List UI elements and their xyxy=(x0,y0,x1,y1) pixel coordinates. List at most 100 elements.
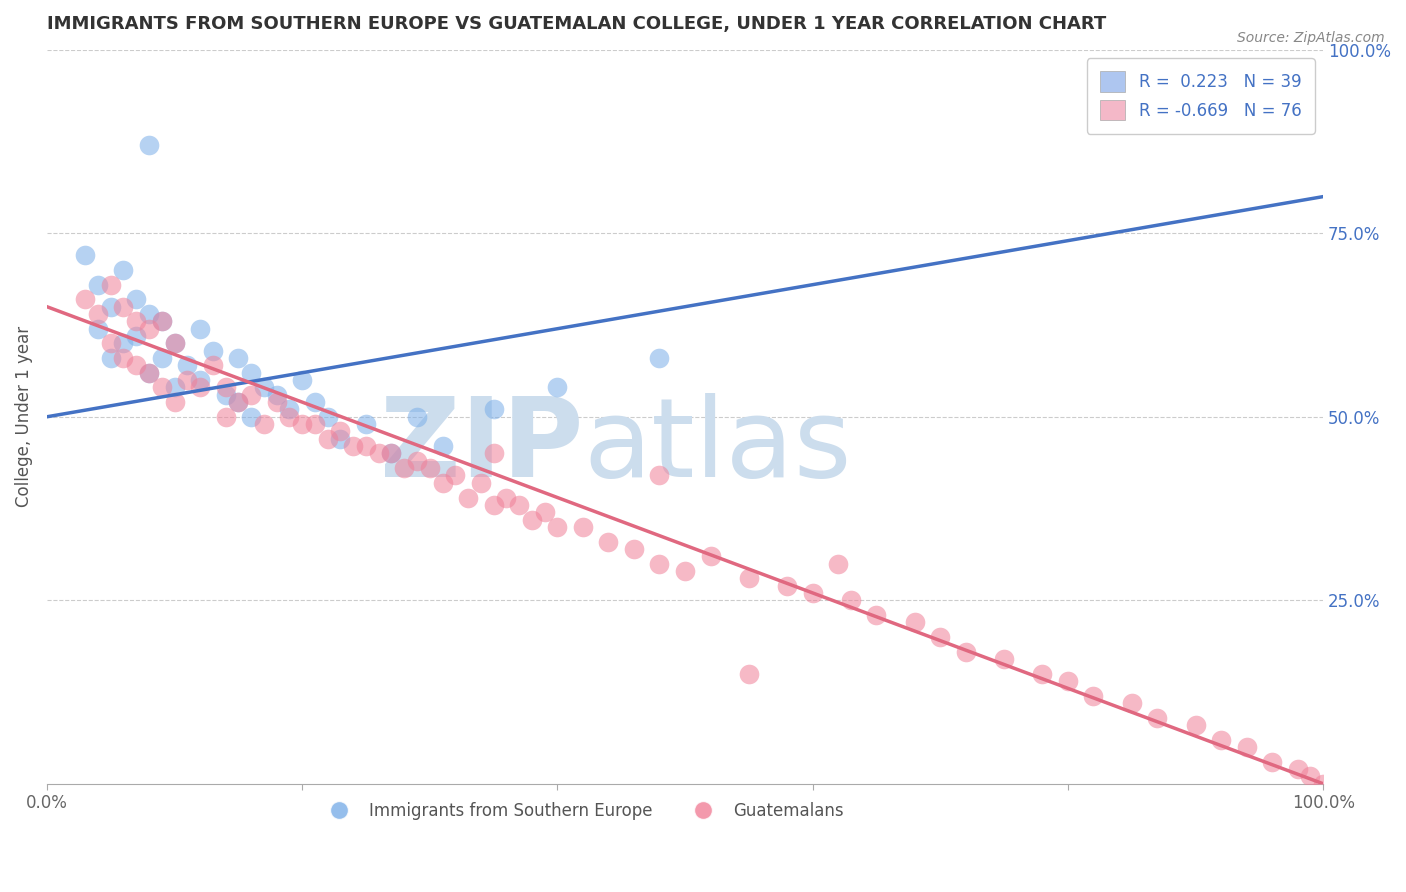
Point xyxy=(214,380,236,394)
Point xyxy=(125,329,148,343)
Point xyxy=(1286,762,1309,776)
Point xyxy=(228,395,250,409)
Point xyxy=(1261,755,1284,769)
Point xyxy=(955,645,977,659)
Point xyxy=(444,468,467,483)
Point xyxy=(342,439,364,453)
Point xyxy=(470,475,492,490)
Point xyxy=(278,409,301,424)
Text: Source: ZipAtlas.com: Source: ZipAtlas.com xyxy=(1237,31,1385,45)
Point xyxy=(112,263,135,277)
Point xyxy=(1083,689,1105,703)
Point xyxy=(228,351,250,365)
Point xyxy=(432,475,454,490)
Point xyxy=(75,248,97,262)
Point xyxy=(138,307,160,321)
Point xyxy=(648,468,671,483)
Point xyxy=(253,380,276,394)
Point xyxy=(150,351,173,365)
Point xyxy=(648,351,671,365)
Point xyxy=(406,409,429,424)
Point xyxy=(100,277,122,292)
Point xyxy=(419,461,441,475)
Point xyxy=(163,395,186,409)
Point xyxy=(214,409,236,424)
Point xyxy=(87,307,110,321)
Point xyxy=(228,395,250,409)
Text: IMMIGRANTS FROM SOUTHERN EUROPE VS GUATEMALAN COLLEGE, UNDER 1 YEAR CORRELATION : IMMIGRANTS FROM SOUTHERN EUROPE VS GUATE… xyxy=(46,15,1107,33)
Point xyxy=(304,417,326,431)
Point xyxy=(572,520,595,534)
Point xyxy=(482,498,505,512)
Point xyxy=(380,446,402,460)
Point xyxy=(240,409,263,424)
Point xyxy=(673,564,696,578)
Point xyxy=(546,520,568,534)
Point xyxy=(623,541,645,556)
Point xyxy=(993,652,1015,666)
Point xyxy=(266,388,288,402)
Point xyxy=(201,359,224,373)
Point xyxy=(1299,769,1322,783)
Point xyxy=(125,314,148,328)
Point xyxy=(138,366,160,380)
Point xyxy=(1236,739,1258,754)
Point xyxy=(100,300,122,314)
Point xyxy=(304,395,326,409)
Point xyxy=(520,512,543,526)
Point xyxy=(253,417,276,431)
Point xyxy=(150,314,173,328)
Point xyxy=(1312,777,1334,791)
Point xyxy=(291,373,314,387)
Point xyxy=(240,366,263,380)
Text: ZIP: ZIP xyxy=(380,392,583,500)
Point xyxy=(138,322,160,336)
Point xyxy=(406,454,429,468)
Point xyxy=(1057,673,1080,688)
Point xyxy=(201,343,224,358)
Point xyxy=(839,593,862,607)
Point xyxy=(827,557,849,571)
Point xyxy=(495,491,517,505)
Point xyxy=(801,586,824,600)
Text: atlas: atlas xyxy=(583,392,852,500)
Point xyxy=(125,359,148,373)
Point xyxy=(87,277,110,292)
Point xyxy=(100,351,122,365)
Point xyxy=(1121,696,1143,710)
Point xyxy=(367,446,389,460)
Point xyxy=(598,534,620,549)
Point xyxy=(394,461,416,475)
Point xyxy=(865,607,887,622)
Point xyxy=(112,300,135,314)
Point xyxy=(188,380,211,394)
Point xyxy=(457,491,479,505)
Point xyxy=(266,395,288,409)
Point xyxy=(75,293,97,307)
Point xyxy=(380,446,402,460)
Y-axis label: College, Under 1 year: College, Under 1 year xyxy=(15,326,32,508)
Point xyxy=(738,666,761,681)
Point xyxy=(176,373,198,387)
Point xyxy=(138,366,160,380)
Point xyxy=(188,373,211,387)
Point xyxy=(176,359,198,373)
Point xyxy=(291,417,314,431)
Point xyxy=(482,402,505,417)
Point xyxy=(240,388,263,402)
Point xyxy=(87,322,110,336)
Point xyxy=(100,336,122,351)
Point xyxy=(508,498,530,512)
Point xyxy=(125,293,148,307)
Point xyxy=(648,557,671,571)
Point xyxy=(432,439,454,453)
Point xyxy=(163,380,186,394)
Point xyxy=(738,571,761,585)
Point xyxy=(776,578,799,592)
Point xyxy=(1031,666,1053,681)
Point xyxy=(112,336,135,351)
Point xyxy=(1184,718,1206,732)
Point xyxy=(329,425,352,439)
Point xyxy=(316,409,339,424)
Point xyxy=(188,322,211,336)
